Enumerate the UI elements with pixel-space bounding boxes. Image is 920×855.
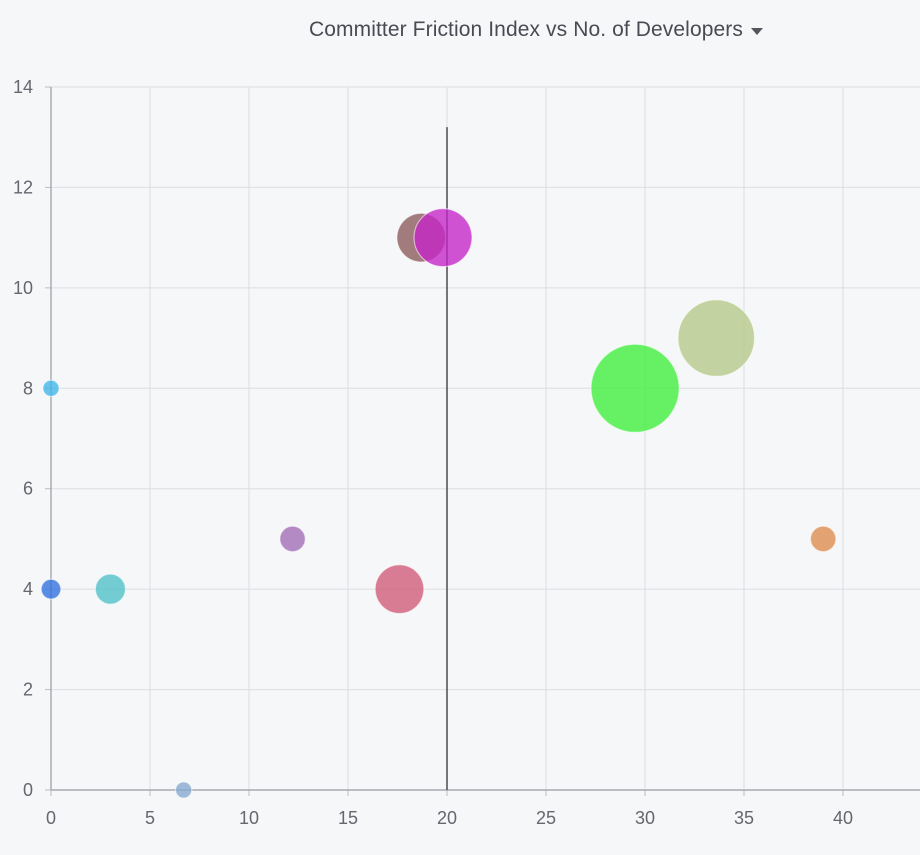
x-tick-label: 35 [734,808,754,828]
bubble-point [279,525,306,553]
bubble-point [174,781,193,799]
x-tick-label: 0 [46,808,56,828]
y-tick-label: 12 [13,177,33,197]
bubble-point [677,299,756,377]
x-tick-label: 40 [833,808,853,828]
x-tick-label: 30 [635,808,655,828]
y-tick-label: 14 [13,77,33,97]
bubble-point [40,578,62,600]
y-tick-label: 0 [23,780,33,800]
bubble-point [94,573,127,605]
y-tick-label: 10 [13,278,33,298]
bubble-point [42,379,60,398]
bubble-point [590,343,680,433]
x-tick-label: 25 [536,808,556,828]
y-tick-label: 2 [23,680,33,700]
y-tick-label: 4 [23,579,33,599]
bubble-point [374,564,425,615]
bubble-point [809,525,837,553]
x-tick-label: 20 [437,808,457,828]
y-tick-label: 6 [23,479,33,499]
chart-title: Committer Friction Index vs No. of Devel… [309,18,743,41]
bubble-point [413,208,473,268]
chevron-down-icon[interactable] [750,28,763,35]
x-tick-label: 15 [338,808,358,828]
x-tick-label: 10 [239,808,259,828]
x-tick-label: 5 [145,808,155,828]
y-tick-label: 8 [23,378,33,398]
chart-header: Committer Friction Index vs No. of Devel… [0,18,920,42]
